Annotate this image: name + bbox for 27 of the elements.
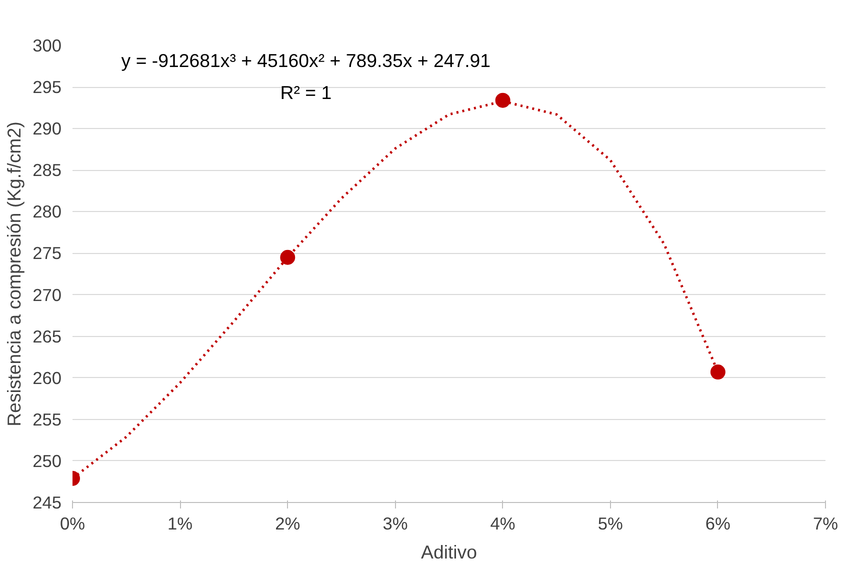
x-axis-title: Aditivo xyxy=(421,542,477,562)
x-tick-label: 5% xyxy=(598,514,623,534)
x-tick-label: 4% xyxy=(490,514,516,534)
y-tick-label: 255 xyxy=(32,409,62,430)
y-tick-label: 290 xyxy=(32,118,62,139)
x-tick-label: 0% xyxy=(60,514,86,534)
y-tick-label: 265 xyxy=(32,326,62,346)
y-tick-label: 300 xyxy=(32,36,62,56)
x-tick-label: 7% xyxy=(812,514,838,534)
annotation: y = -912681x³ + 45160x² + 789.35x + 247.91 xyxy=(121,50,491,72)
y-tick-label: 295 xyxy=(32,77,62,98)
point xyxy=(495,92,510,108)
y-tick-label: 245 xyxy=(32,492,62,512)
x-tick-label: 6% xyxy=(705,514,730,534)
x-tick-label: 1% xyxy=(168,514,193,534)
y-tick-label: 270 xyxy=(32,284,62,305)
annotation: R² = 1 xyxy=(280,82,332,104)
y-tick-label: 250 xyxy=(32,450,62,471)
y-tick-label: 275 xyxy=(32,243,62,264)
y-tick-label: 285 xyxy=(32,160,62,180)
y-tick-label: 260 xyxy=(32,368,62,388)
x-tick-label: 3% xyxy=(382,514,408,534)
y-axis-title: Resistencia a compresión (Kg.f/cm2) xyxy=(4,122,25,426)
y-tick-label: 280 xyxy=(32,202,62,222)
x-tick-label: 2% xyxy=(275,514,300,534)
point xyxy=(710,364,726,380)
point xyxy=(280,250,296,265)
